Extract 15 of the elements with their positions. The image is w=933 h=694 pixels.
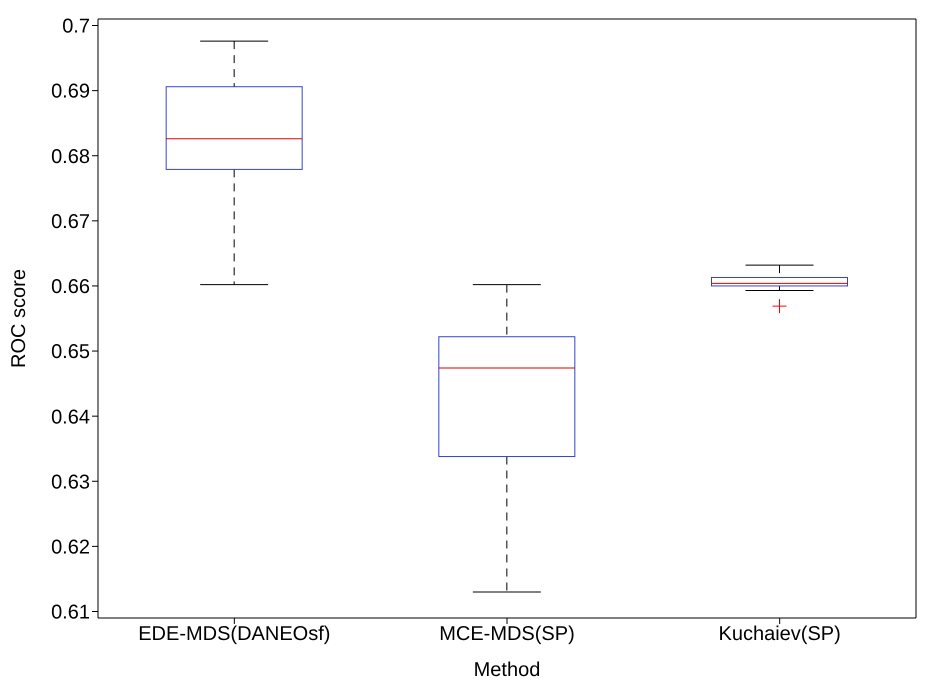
x-axis-title: Method [474,659,540,681]
y-tick-label: 0.64 [51,406,90,428]
y-tick-label: 0.62 [51,536,90,558]
y-tick-label: 0.66 [51,276,90,298]
y-tick-label: 0.7 [62,16,90,38]
y-axis-title: ROC score [8,269,30,368]
x-tick-label: EDE-MDS(DANEOsf) [138,623,330,646]
y-tick-label: 0.61 [51,602,90,624]
y-tick-label: 0.65 [51,341,90,364]
y-tick-label: 0.69 [51,80,90,103]
y-tick-label: 0.67 [51,210,90,233]
x-tick-label: Kuchaiev(SP) [718,623,841,646]
y-tick-label: 0.68 [51,146,90,168]
y-tick-label: 0.63 [51,471,90,494]
x-tick-label: MCE-MDS(SP) [439,623,575,646]
